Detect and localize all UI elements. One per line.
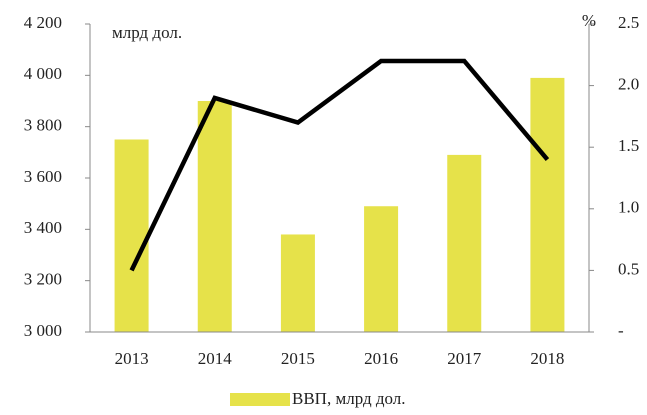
x-tick-label: 2018	[530, 349, 564, 368]
y2-tick-label: -	[618, 321, 624, 340]
x-tick-label: 2017	[447, 349, 482, 368]
legend-label: ВВП, млрд дол.	[292, 389, 406, 408]
y-tick-label: 3 200	[24, 270, 62, 289]
x-tick-label: 2015	[281, 349, 315, 368]
bar	[530, 77, 565, 333]
y-tick-label: 3 600	[24, 167, 62, 186]
y2-tick-label: 0.5	[618, 259, 639, 278]
y-tick-label: 3 400	[24, 218, 62, 237]
x-tick-label: 2013	[115, 349, 149, 368]
bar	[280, 234, 315, 332]
y-axis-label: млрд дол.	[112, 23, 182, 42]
y2-tick-label: 1.5	[618, 136, 639, 155]
line	[129, 58, 550, 272]
x-tick-label: 2014	[198, 349, 233, 368]
y-tick-label: 3 800	[24, 116, 62, 135]
y2-tick-label: 2.0	[618, 75, 639, 94]
x-tick-label: 2016	[364, 349, 398, 368]
y-tick-label: 4 000	[24, 64, 62, 83]
bar	[114, 139, 149, 332]
bar	[364, 206, 399, 332]
bar	[447, 154, 482, 332]
y2-tick-label: 2.5	[618, 13, 639, 32]
legend-swatch	[230, 393, 290, 406]
y2-tick-label: 1.0	[618, 198, 639, 217]
bar	[197, 101, 232, 332]
y-tick-label: 4 200	[24, 13, 62, 32]
y2-axis-label: %	[582, 11, 596, 30]
y-tick-label: 3 000	[24, 321, 62, 340]
